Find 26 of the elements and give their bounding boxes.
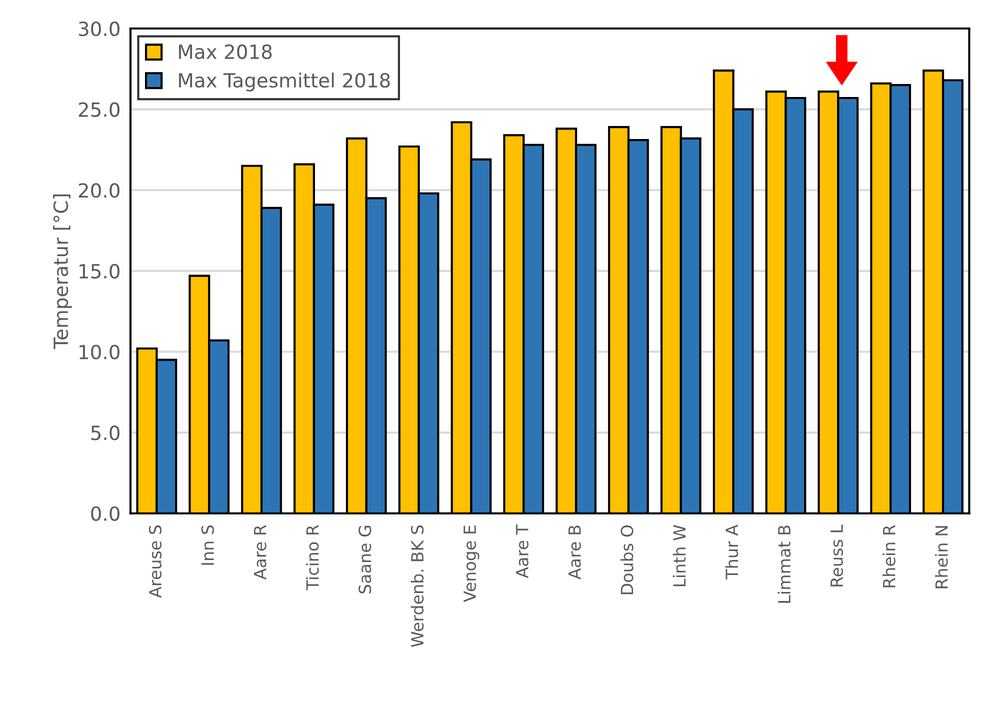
x-tick-label: Rhein R — [882, 524, 896, 588]
x-tick-label: Aare T — [516, 524, 528, 578]
x-tick-label: Rhein N — [934, 526, 948, 588]
y-tick-label: 5.0 — [91, 426, 120, 440]
y-axis-title: Temperatur [°C] — [53, 194, 72, 350]
x-tick-label: Venoge E — [464, 526, 480, 602]
x-tick-label: Werdenb. BK S — [410, 525, 424, 648]
x-tick-label: Saane G — [358, 526, 372, 594]
y-tick-label: 25.0 — [78, 102, 120, 117]
y-tick-label: 0.0 — [91, 506, 120, 522]
legend-label: Max 2018 — [179, 44, 272, 60]
x-tick-label: Inn S — [201, 525, 214, 565]
x-tick-label: Aare R — [254, 524, 266, 580]
legend-label: Max Tagesmittel 2018 — [179, 72, 390, 92]
x-tick-label: Linth W — [672, 525, 686, 586]
y-tick-label: 10.0 — [80, 344, 120, 360]
x-tick-label: Ticino R — [306, 524, 319, 590]
x-tick-label: Doubs O — [620, 525, 634, 594]
x-tick-label: Limmat B — [778, 526, 791, 603]
x-tick-label: Thur A — [725, 524, 738, 580]
x-tick-label: Areuse S — [148, 525, 162, 598]
x-tick-label: Aare B — [568, 526, 581, 580]
x-tick-label: Reuss L — [830, 524, 844, 586]
y-tick-label: 15.0 — [80, 264, 120, 279]
y-tick-label: 30.0 — [78, 21, 120, 36]
y-tick-label: 20.0 — [78, 183, 120, 198]
